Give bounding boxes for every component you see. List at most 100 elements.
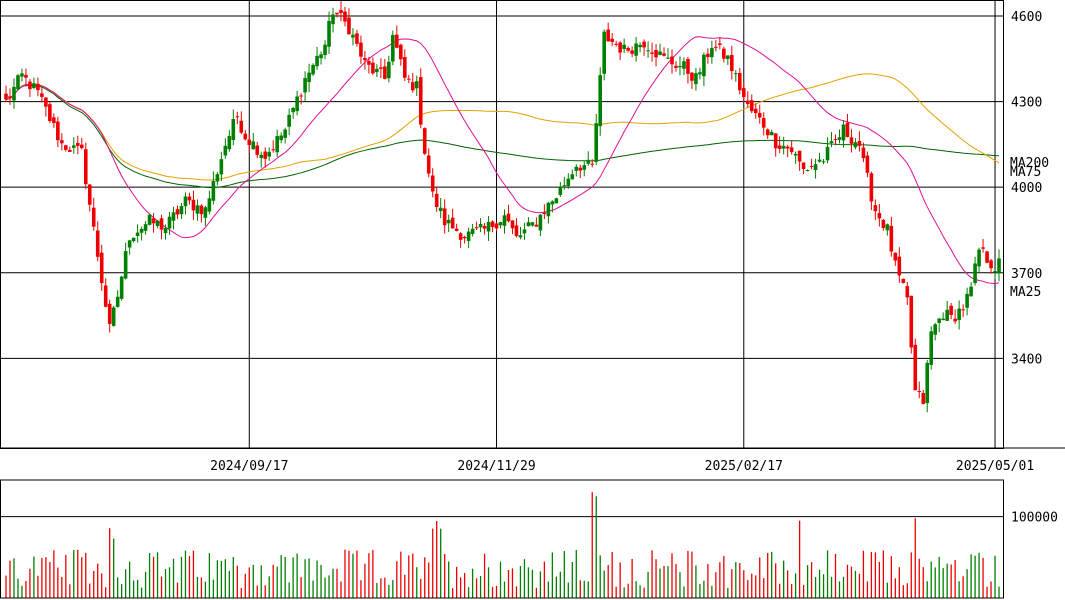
candle-body — [347, 17, 351, 35]
candle-body — [52, 117, 56, 124]
candle-body — [279, 135, 283, 141]
candle-body — [434, 193, 439, 208]
candle-body — [857, 140, 862, 146]
candle-body — [542, 212, 547, 215]
candle-body — [68, 149, 72, 152]
candle-body — [311, 64, 315, 75]
date-tick-label: 2024/09/17 — [210, 459, 288, 474]
candle-body — [355, 33, 359, 44]
candle-body — [821, 161, 826, 163]
candle-body — [638, 44, 642, 48]
candle-body — [343, 11, 347, 22]
candle-body — [622, 44, 626, 49]
candle-body — [825, 146, 830, 161]
candle-body — [375, 68, 379, 73]
candle-body — [454, 228, 459, 231]
candle-body — [24, 74, 28, 78]
candle-body — [893, 252, 898, 261]
candle-body — [482, 225, 487, 229]
candle-body — [873, 205, 878, 212]
candle-body — [40, 93, 44, 97]
candle-body — [64, 145, 68, 150]
candle-body — [833, 138, 838, 140]
candle-body — [526, 222, 531, 227]
grid-lines — [0, 0, 1003, 518]
candle-body — [586, 159, 591, 164]
candle-body — [801, 162, 806, 169]
candle-body — [91, 207, 96, 227]
candle-body — [694, 73, 698, 85]
candle-body — [387, 61, 391, 79]
candle-body — [598, 75, 603, 127]
candle-body — [422, 128, 427, 154]
candle-body — [925, 362, 930, 404]
candle-body — [171, 212, 176, 221]
candle-body — [793, 153, 798, 156]
candle-body — [917, 390, 922, 392]
candle-body — [646, 50, 650, 52]
price-tick-label: 3700 — [1011, 267, 1042, 282]
candle-body — [805, 169, 810, 171]
candle-body — [769, 131, 774, 136]
candle-body — [339, 10, 343, 14]
candle-body — [909, 295, 914, 348]
candle-body — [243, 133, 248, 140]
price-tick-label: 4000 — [1011, 181, 1042, 196]
candle-body — [430, 175, 435, 192]
candle-body — [789, 147, 794, 153]
candle-body — [251, 141, 256, 150]
candle-body — [474, 227, 479, 229]
candle-body — [247, 139, 252, 146]
candle-body — [414, 81, 419, 89]
candle-body — [143, 224, 148, 231]
candle-body — [283, 129, 287, 138]
candle-body — [686, 59, 690, 74]
candle-body — [267, 151, 272, 157]
ma75-label: MA75 — [1010, 165, 1041, 180]
candle-body — [678, 66, 682, 68]
candle-body — [618, 42, 622, 53]
candle-body — [263, 151, 268, 159]
candle-body — [450, 217, 455, 229]
candle-body — [710, 48, 714, 58]
price-tick-label: 3400 — [1011, 352, 1042, 367]
candle-body — [690, 72, 694, 81]
candle-body — [610, 38, 614, 42]
candle-body — [99, 252, 104, 284]
candle-body — [295, 96, 299, 112]
candle-body — [574, 166, 579, 171]
candle-body — [175, 209, 180, 215]
candle-body — [642, 41, 646, 48]
candle-body — [406, 78, 411, 80]
candle-body — [869, 173, 874, 202]
price-tick-label: 4300 — [1011, 96, 1042, 111]
date-axis-labels: 2024/09/17 2024/11/29 2025/02/17 2025/05/01 — [210, 459, 1034, 474]
candle-body — [562, 185, 567, 187]
candle-body — [865, 155, 870, 173]
candle-body — [115, 296, 120, 307]
volume-tick-label: 100000 — [1011, 511, 1058, 526]
candlesticks — [4, 1, 1001, 413]
candle-body — [889, 225, 894, 252]
candle-body — [303, 77, 307, 93]
candle-body — [79, 144, 84, 149]
candle-body — [897, 256, 902, 276]
candle-body — [335, 12, 339, 15]
candle-body — [809, 166, 814, 168]
candle-body — [147, 214, 152, 225]
candle-body — [741, 88, 746, 97]
candle-body — [813, 164, 818, 171]
candle-body — [626, 47, 630, 51]
candle-body — [969, 286, 973, 297]
volume-axis-labels: 100000 — [1011, 511, 1058, 526]
candle-body — [670, 56, 674, 65]
candle-body — [135, 232, 140, 237]
candle-body — [8, 96, 12, 98]
candle-body — [614, 43, 618, 45]
candle-body — [315, 55, 319, 67]
candle-body — [749, 100, 754, 112]
candle-body — [945, 309, 949, 321]
candle-body — [933, 324, 938, 335]
candle-body — [438, 207, 443, 212]
